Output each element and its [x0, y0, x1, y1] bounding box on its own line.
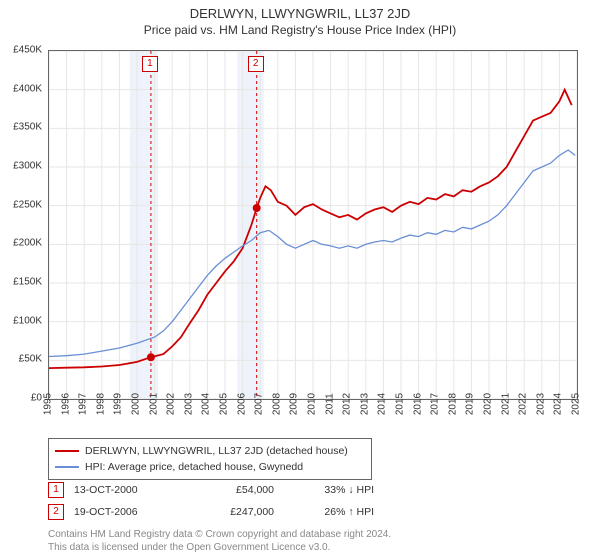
legend-label: HPI: Average price, detached house, Gwyn…	[85, 459, 303, 475]
y-tick-label: £200K	[13, 238, 42, 249]
footer: Contains HM Land Registry data © Crown c…	[48, 528, 391, 554]
x-tick-label: 2014	[377, 393, 388, 415]
plot-frame	[48, 50, 578, 400]
chart-subtitle: Price paid vs. HM Land Registry's House …	[0, 21, 600, 37]
y-tick-label: £0	[31, 393, 42, 404]
sale-date: 19-OCT-2006	[74, 506, 184, 518]
x-tick-label: 2001	[148, 393, 159, 415]
x-tick-label: 2018	[447, 393, 458, 415]
legend-swatch	[55, 466, 79, 468]
x-tick-label: 2019	[465, 393, 476, 415]
x-tick-label: 1997	[78, 393, 89, 415]
x-tick-label: 2010	[307, 393, 318, 415]
legend-item: HPI: Average price, detached house, Gwyn…	[55, 459, 365, 475]
x-tick-label: 2005	[219, 393, 230, 415]
x-tick-label: 2017	[430, 393, 441, 415]
x-tick-label: 2008	[271, 393, 282, 415]
sale-delta: 33% ↓ HPI	[284, 484, 374, 496]
x-tick-label: 2016	[412, 393, 423, 415]
y-tick-label: £50K	[19, 354, 42, 365]
sale-row: 1 13-OCT-2000 £54,000 33% ↓ HPI	[48, 482, 568, 498]
y-tick-label: £300K	[13, 161, 42, 172]
y-tick-label: £400K	[13, 83, 42, 94]
footer-line: This data is licensed under the Open Gov…	[48, 541, 391, 554]
x-tick-label: 2015	[395, 393, 406, 415]
chart-area: £0£50K£100K£150K£200K£250K£300K£350K£400…	[48, 50, 578, 400]
x-tick-label: 2023	[535, 393, 546, 415]
legend-swatch	[55, 450, 79, 452]
x-tick-label: 1996	[60, 393, 71, 415]
x-tick-label: 2009	[289, 393, 300, 415]
sale-price: £54,000	[194, 484, 274, 496]
x-tick-label: 2021	[500, 393, 511, 415]
y-tick-label: £150K	[13, 277, 42, 288]
x-tick-label: 2012	[342, 393, 353, 415]
x-tick-label: 1998	[95, 393, 106, 415]
legend-label: DERLWYN, LLWYNGWRIL, LL37 2JD (detached …	[85, 443, 348, 459]
sale-delta: 26% ↑ HPI	[284, 506, 374, 518]
x-tick-label: 2024	[553, 393, 564, 415]
x-tick-label: 2025	[571, 393, 582, 415]
legend: DERLWYN, LLWYNGWRIL, LL37 2JD (detached …	[48, 438, 372, 480]
x-tick-label: 2000	[131, 393, 142, 415]
sale-price: £247,000	[194, 506, 274, 518]
x-tick-label: 1999	[113, 393, 124, 415]
x-tick-label: 2011	[324, 393, 335, 415]
sale-row: 2 19-OCT-2006 £247,000 26% ↑ HPI	[48, 504, 568, 520]
chart-title: DERLWYN, LLWYNGWRIL, LL37 2JD	[0, 0, 600, 21]
x-tick-label: 2003	[183, 393, 194, 415]
x-tick-label: 2004	[201, 393, 212, 415]
legend-item: DERLWYN, LLWYNGWRIL, LL37 2JD (detached …	[55, 443, 365, 459]
x-tick-label: 2007	[254, 393, 265, 415]
sale-date: 13-OCT-2000	[74, 484, 184, 496]
x-tick-label: 2002	[166, 393, 177, 415]
x-tick-label: 2006	[236, 393, 247, 415]
y-tick-label: £450K	[13, 45, 42, 56]
y-tick-label: £100K	[13, 315, 42, 326]
x-tick-label: 2020	[483, 393, 494, 415]
x-tick-label: 2013	[359, 393, 370, 415]
event-marker: 1	[142, 56, 158, 72]
y-tick-label: £350K	[13, 122, 42, 133]
x-tick-label: 1995	[43, 393, 54, 415]
y-tick-label: £250K	[13, 199, 42, 210]
sale-marker-icon: 2	[48, 504, 64, 520]
plot-svg	[49, 51, 577, 399]
sale-marker-icon: 1	[48, 482, 64, 498]
footer-line: Contains HM Land Registry data © Crown c…	[48, 528, 391, 541]
x-tick-label: 2022	[518, 393, 529, 415]
event-marker: 2	[248, 56, 264, 72]
